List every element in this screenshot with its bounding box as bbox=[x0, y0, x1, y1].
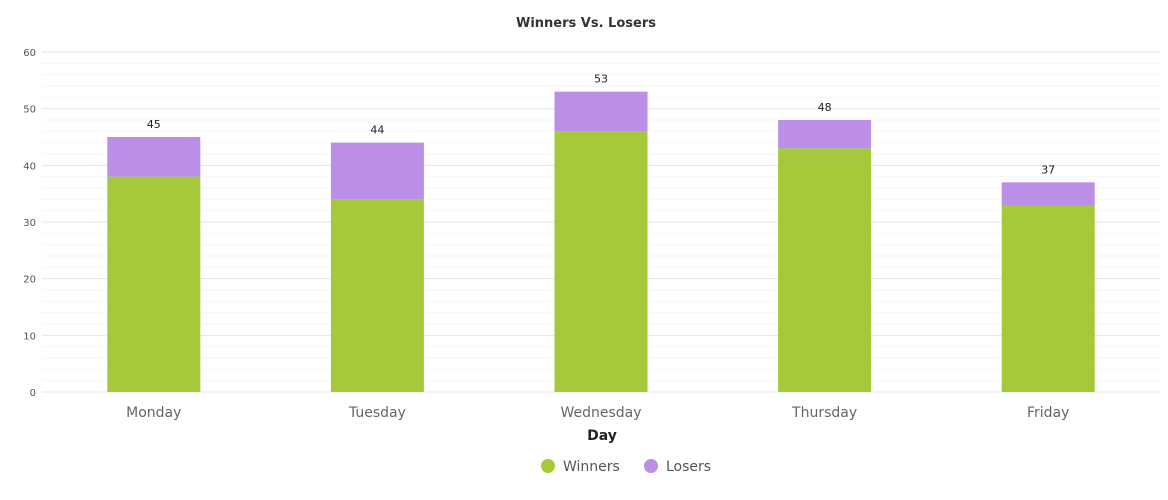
legend-item-losers[interactable]: Losers bbox=[644, 459, 711, 475]
x-axis: Monday Tuesday Wednesday Thursday Friday bbox=[126, 405, 1069, 421]
bars bbox=[107, 91, 1095, 393]
total-label: 48 bbox=[818, 101, 832, 114]
x-tick-label: Tuesday bbox=[348, 405, 406, 421]
y-tick-label: 30 bbox=[23, 218, 36, 229]
x-tick-label: Friday bbox=[1027, 405, 1069, 421]
bar-winners-thursday bbox=[778, 148, 872, 392]
legend: Winners Losers bbox=[541, 459, 711, 475]
bar-winners-wednesday bbox=[554, 131, 648, 393]
total-label: 37 bbox=[1041, 163, 1055, 176]
x-tick-label: Thursday bbox=[791, 405, 857, 421]
y-tick-label: 20 bbox=[23, 275, 36, 286]
total-label: 45 bbox=[147, 118, 161, 131]
total-label: 53 bbox=[594, 73, 608, 86]
bar-losers-friday bbox=[1001, 182, 1095, 205]
x-axis-title: Day bbox=[587, 428, 617, 444]
bar-losers-thursday bbox=[778, 120, 872, 149]
legend-item-winners[interactable]: Winners bbox=[541, 459, 620, 475]
y-tick-label: 60 bbox=[23, 48, 36, 59]
legend-swatch bbox=[644, 459, 658, 473]
legend-swatch bbox=[541, 459, 555, 473]
y-tick-label: 10 bbox=[23, 331, 36, 342]
bar-winners-friday bbox=[1001, 205, 1095, 392]
y-axis: 0 10 20 30 40 50 60 bbox=[23, 48, 36, 399]
chart-title: Winners Vs. Losers bbox=[516, 16, 656, 31]
legend-label: Winners bbox=[563, 459, 620, 475]
x-tick-label: Wednesday bbox=[560, 405, 641, 421]
legend-label: Losers bbox=[666, 459, 711, 475]
bar-losers-monday bbox=[107, 137, 201, 177]
y-tick-label: 40 bbox=[23, 161, 36, 172]
bar-losers-tuesday bbox=[330, 142, 424, 200]
y-tick-label: 0 bbox=[30, 388, 36, 399]
bar-winners-monday bbox=[107, 176, 201, 392]
x-tick-label: Monday bbox=[126, 405, 181, 421]
total-labels: 45 44 53 48 37 bbox=[147, 73, 1055, 177]
y-tick-label: 50 bbox=[23, 105, 36, 116]
bar-winners-tuesday bbox=[330, 199, 424, 392]
bar-losers-wednesday bbox=[554, 91, 648, 132]
total-label: 44 bbox=[370, 124, 384, 137]
